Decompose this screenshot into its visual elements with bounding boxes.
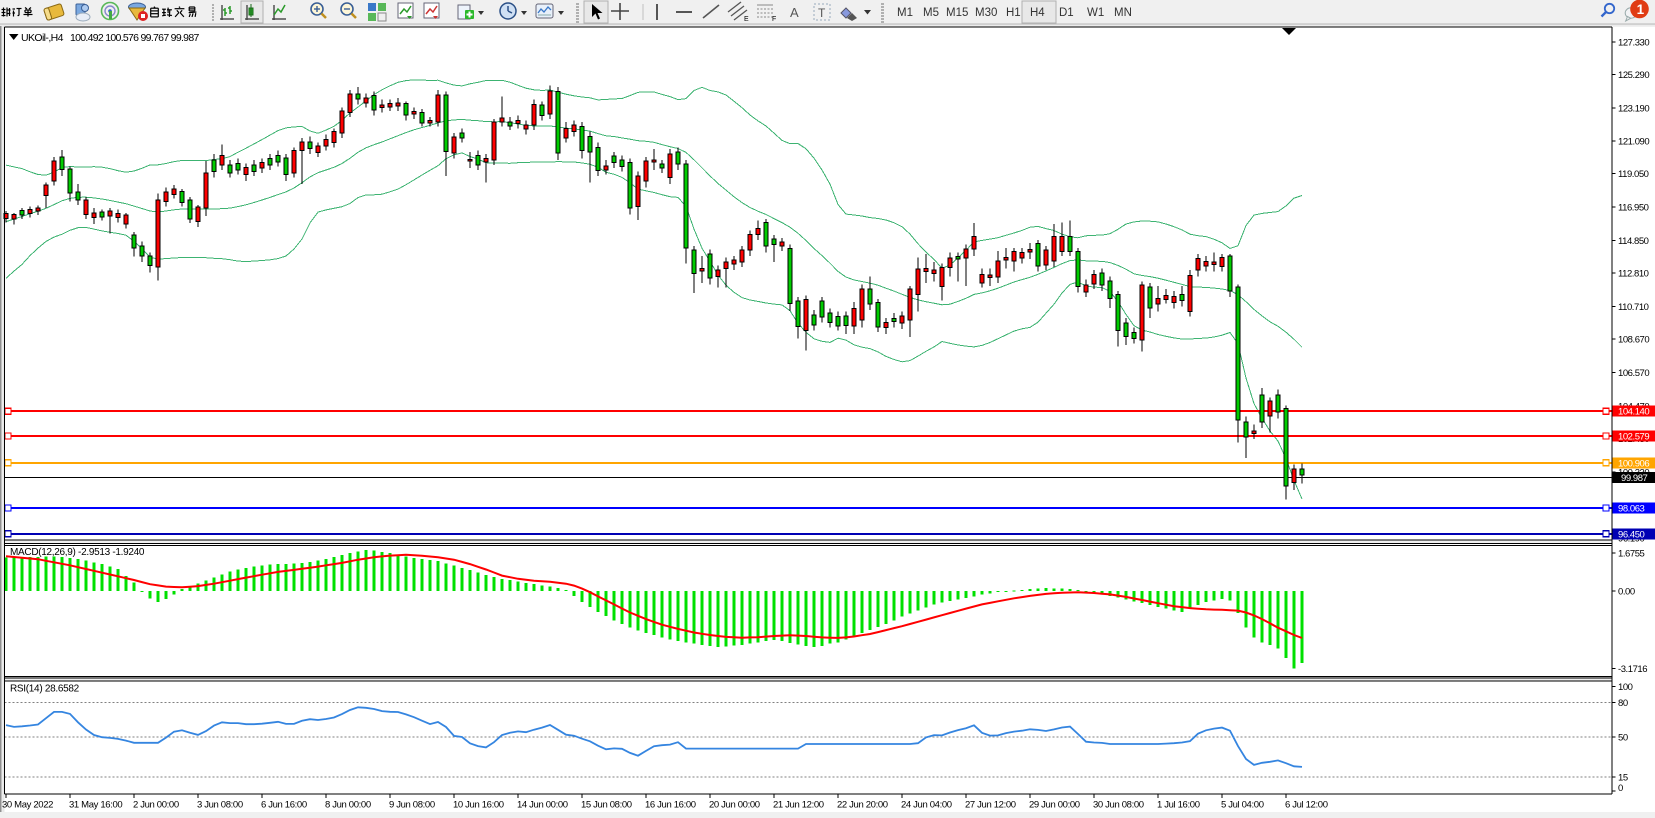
- svg-text:114.850: 114.850: [1618, 236, 1649, 247]
- svg-text:108.670: 108.670: [1618, 335, 1649, 346]
- svg-text:100.492 100.576 99.767 99.987: 100.492 100.576 99.767 99.987: [70, 32, 199, 44]
- svg-text:H4: H4: [1030, 7, 1045, 19]
- svg-text:30 May 2022: 30 May 2022: [2, 800, 53, 811]
- svg-text:6 Jul 12:00: 6 Jul 12:00: [1285, 800, 1328, 811]
- svg-text:31 May 16:00: 31 May 16:00: [69, 800, 122, 811]
- svg-text:M5: M5: [923, 7, 939, 19]
- svg-text:100.906: 100.906: [1618, 458, 1649, 469]
- svg-text:110.710: 110.710: [1618, 302, 1649, 313]
- svg-text:M1: M1: [897, 7, 913, 19]
- svg-text:1 Jul 16:00: 1 Jul 16:00: [1157, 800, 1200, 811]
- svg-text:W1: W1: [1087, 7, 1104, 19]
- svg-text:MN: MN: [1114, 7, 1132, 19]
- svg-text:21 Jun 12:00: 21 Jun 12:00: [773, 800, 824, 811]
- svg-text:127.330: 127.330: [1618, 37, 1649, 48]
- svg-text:50: 50: [1618, 733, 1628, 744]
- svg-text:2 Jun 00:00: 2 Jun 00:00: [133, 800, 179, 811]
- svg-text:16 Jun 16:00: 16 Jun 16:00: [645, 800, 696, 811]
- svg-text:E: E: [744, 16, 749, 23]
- svg-text:1: 1: [1637, 2, 1645, 17]
- svg-text:98.063: 98.063: [1618, 504, 1645, 515]
- svg-text:A: A: [790, 5, 799, 20]
- svg-text:80: 80: [1618, 698, 1628, 709]
- svg-text:96.450: 96.450: [1618, 529, 1645, 540]
- svg-text:M30: M30: [975, 7, 997, 19]
- svg-text:RSI(14) 28.6582: RSI(14) 28.6582: [10, 684, 80, 695]
- svg-text:116.950: 116.950: [1618, 203, 1649, 214]
- svg-text:29 Jun 00:00: 29 Jun 00:00: [1029, 800, 1080, 811]
- svg-text:5 Jul 04:00: 5 Jul 04:00: [1221, 800, 1264, 811]
- svg-text:102.579: 102.579: [1618, 432, 1649, 443]
- svg-text:104.140: 104.140: [1618, 407, 1649, 418]
- svg-text:0.00: 0.00: [1618, 587, 1635, 598]
- svg-text:125.290: 125.290: [1618, 70, 1649, 81]
- svg-text:9 Jun 08:00: 9 Jun 08:00: [389, 800, 435, 811]
- svg-text:20 Jun 00:00: 20 Jun 00:00: [709, 800, 760, 811]
- svg-text:H1: H1: [1006, 7, 1021, 19]
- svg-text:30 Jun 08:00: 30 Jun 08:00: [1093, 800, 1144, 811]
- svg-text:T: T: [818, 6, 826, 20]
- svg-text:0: 0: [1618, 783, 1623, 794]
- svg-text:100: 100: [1618, 682, 1633, 693]
- svg-text:-3.1716: -3.1716: [1618, 664, 1647, 675]
- svg-text:1.6755: 1.6755: [1618, 549, 1645, 560]
- svg-text:10 Jun 16:00: 10 Jun 16:00: [453, 800, 504, 811]
- svg-text:106.570: 106.570: [1618, 368, 1649, 379]
- svg-text:112.810: 112.810: [1618, 269, 1649, 280]
- svg-text:14 Jun 00:00: 14 Jun 00:00: [517, 800, 568, 811]
- svg-text:D1: D1: [1059, 7, 1074, 19]
- svg-text:M15: M15: [946, 7, 968, 19]
- svg-text:15: 15: [1618, 773, 1628, 784]
- svg-text:24 Jun 04:00: 24 Jun 04:00: [901, 800, 952, 811]
- svg-text:123.190: 123.190: [1618, 103, 1649, 114]
- svg-text:UKOil-,H4: UKOil-,H4: [21, 32, 64, 44]
- svg-text:3 Jun 08:00: 3 Jun 08:00: [197, 800, 243, 811]
- svg-text:99.987: 99.987: [1621, 473, 1648, 484]
- svg-text:15 Jun 08:00: 15 Jun 08:00: [581, 800, 632, 811]
- svg-text:6 Jun 16:00: 6 Jun 16:00: [261, 800, 307, 811]
- svg-text:8 Jun 00:00: 8 Jun 00:00: [325, 800, 371, 811]
- svg-text:121.090: 121.090: [1618, 137, 1649, 148]
- svg-text:27 Jun 12:00: 27 Jun 12:00: [965, 800, 1016, 811]
- svg-text:MACD(12,26,9) -2.9513 -1.9240: MACD(12,26,9) -2.9513 -1.9240: [10, 547, 145, 558]
- svg-text:22 Jun 20:00: 22 Jun 20:00: [837, 800, 888, 811]
- svg-text:F: F: [772, 16, 776, 23]
- svg-text:119.050: 119.050: [1618, 169, 1649, 180]
